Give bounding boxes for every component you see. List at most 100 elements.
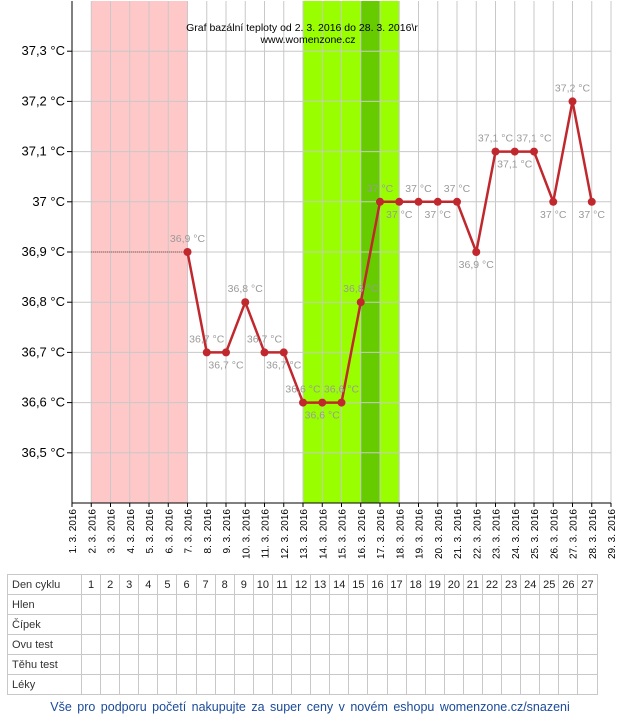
table-cell[interactable] [329, 674, 350, 695]
table-cell[interactable] [271, 614, 293, 635]
table-cell[interactable] [520, 654, 541, 675]
table-cell[interactable] [329, 654, 350, 675]
table-cell[interactable] [577, 594, 598, 615]
table-cell[interactable] [252, 634, 273, 655]
table-cell[interactable] [481, 634, 503, 655]
table-cell[interactable] [405, 674, 426, 695]
table-cell[interactable] [195, 614, 216, 635]
table-cell[interactable] [367, 614, 388, 635]
table-cell[interactable] [462, 614, 483, 635]
table-cell[interactable] [520, 594, 541, 615]
table-cell[interactable] [386, 654, 407, 675]
table-cell[interactable] [558, 614, 579, 635]
table-cell[interactable] [558, 654, 579, 675]
table-cell[interactable] [520, 614, 541, 635]
table-cell[interactable] [176, 634, 197, 655]
table-cell[interactable] [367, 634, 388, 655]
table-cell[interactable] [481, 594, 503, 615]
table-cell[interactable] [176, 594, 197, 615]
table-cell[interactable] [176, 614, 197, 635]
table-cell[interactable] [233, 654, 254, 675]
table-cell[interactable] [310, 634, 331, 655]
table-cell[interactable] [119, 614, 140, 635]
table-cell[interactable] [348, 614, 369, 635]
table-cell[interactable] [386, 674, 407, 695]
table-cell[interactable] [501, 654, 522, 675]
table-cell[interactable] [138, 674, 159, 695]
table-cell[interactable] [348, 654, 369, 675]
table-cell[interactable] [539, 594, 560, 615]
table-cell[interactable] [119, 674, 140, 695]
table-cell[interactable] [252, 654, 273, 675]
table-cell[interactable] [501, 594, 522, 615]
table-cell[interactable] [367, 674, 388, 695]
table-cell[interactable] [520, 674, 541, 695]
table-cell[interactable] [443, 674, 464, 695]
table-cell[interactable] [348, 674, 369, 695]
table-cell[interactable] [138, 614, 159, 635]
table-cell[interactable] [424, 614, 445, 635]
table-cell[interactable] [443, 654, 464, 675]
table-cell[interactable] [501, 634, 522, 655]
table-cell[interactable] [558, 674, 579, 695]
table-cell[interactable] [100, 614, 121, 635]
footer-eshop-link[interactable]: Vše pro podporu početí nakupujte za supe… [50, 700, 570, 714]
table-cell[interactable] [80, 594, 102, 615]
table-cell[interactable] [291, 674, 312, 695]
table-cell[interactable] [462, 594, 483, 615]
table-cell[interactable] [252, 614, 273, 635]
table-cell[interactable] [214, 654, 235, 675]
table-cell[interactable] [138, 594, 159, 615]
table-cell[interactable] [80, 634, 102, 655]
table-cell[interactable] [386, 594, 407, 615]
table-cell[interactable] [233, 594, 254, 615]
table-cell[interactable] [233, 634, 254, 655]
table-cell[interactable] [157, 674, 178, 695]
table-cell[interactable] [501, 674, 522, 695]
table-cell[interactable] [310, 594, 331, 615]
table-cell[interactable] [481, 614, 503, 635]
table-cell[interactable] [310, 614, 331, 635]
table-cell[interactable] [577, 634, 598, 655]
table-cell[interactable] [138, 634, 159, 655]
table-cell[interactable] [348, 634, 369, 655]
table-cell[interactable] [367, 654, 388, 675]
table-cell[interactable] [119, 634, 140, 655]
table-cell[interactable] [291, 654, 312, 675]
table-cell[interactable] [558, 594, 579, 615]
table-cell[interactable] [481, 674, 503, 695]
table-cell[interactable] [443, 634, 464, 655]
table-cell[interactable] [443, 594, 464, 615]
table-cell[interactable] [80, 674, 102, 695]
table-cell[interactable] [386, 634, 407, 655]
table-cell[interactable] [481, 654, 503, 675]
table-cell[interactable] [271, 634, 293, 655]
table-cell[interactable] [119, 654, 140, 675]
table-cell[interactable] [176, 674, 197, 695]
table-cell[interactable] [310, 654, 331, 675]
table-cell[interactable] [462, 634, 483, 655]
table-cell[interactable] [424, 594, 445, 615]
table-cell[interactable] [405, 634, 426, 655]
table-cell[interactable] [291, 634, 312, 655]
table-cell[interactable] [195, 634, 216, 655]
table-cell[interactable] [386, 614, 407, 635]
table-cell[interactable] [214, 674, 235, 695]
table-cell[interactable] [214, 594, 235, 615]
table-cell[interactable] [157, 634, 178, 655]
table-cell[interactable] [252, 674, 273, 695]
table-cell[interactable] [157, 594, 178, 615]
table-cell[interactable] [367, 594, 388, 615]
table-cell[interactable] [195, 674, 216, 695]
table-cell[interactable] [100, 654, 121, 675]
table-cell[interactable] [80, 614, 102, 635]
table-cell[interactable] [501, 614, 522, 635]
table-cell[interactable] [577, 654, 598, 675]
table-cell[interactable] [539, 654, 560, 675]
table-cell[interactable] [157, 614, 178, 635]
table-cell[interactable] [520, 634, 541, 655]
table-cell[interactable] [539, 674, 560, 695]
table-cell[interactable] [577, 614, 598, 635]
table-cell[interactable] [577, 674, 598, 695]
table-cell[interactable] [329, 594, 350, 615]
